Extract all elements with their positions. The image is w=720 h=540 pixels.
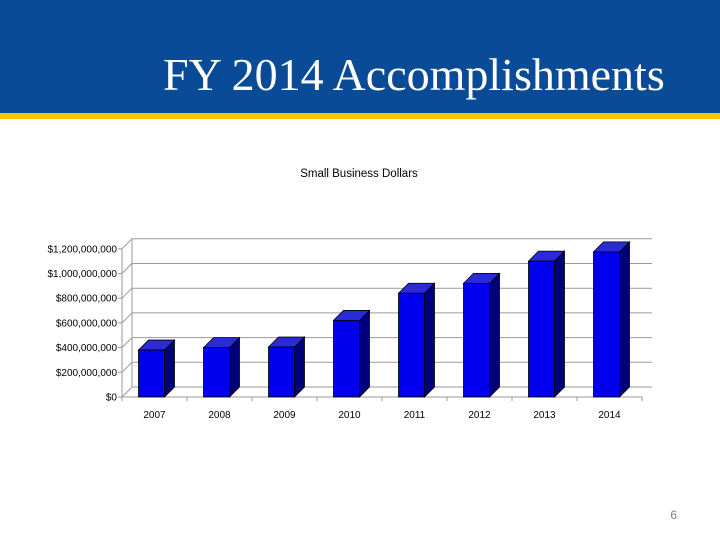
- bar-front: [138, 349, 165, 398]
- gridline: [121, 263, 652, 274]
- x-tick-label: 2008: [208, 410, 231, 421]
- floor-edge: [121, 386, 133, 398]
- y-tick-label: $1,000,000,000: [47, 269, 117, 280]
- y-axis-ticks: $0 $200,000,000 $400,000,000 $600,000,000 $8…: [47, 244, 122, 404]
- bar-2012: [462, 272, 501, 398]
- x-tick-label: 2010: [338, 410, 361, 421]
- bar-side: [359, 309, 370, 398]
- x-tick-label: 2011: [404, 410, 426, 421]
- header-banner: [0, 0, 720, 113]
- bar-side: [619, 240, 630, 398]
- bar-front: [268, 346, 295, 398]
- y-tick-label: $400,000,000: [56, 343, 118, 354]
- y-tick-label: $0: [106, 393, 118, 404]
- x-tick-label: 2012: [468, 410, 491, 421]
- bar-side: [489, 272, 500, 398]
- bar-2008: [202, 336, 241, 398]
- gridline: [121, 337, 652, 348]
- chart-bars: [137, 240, 631, 398]
- y-tick-label: $800,000,000: [56, 294, 118, 305]
- bar-2009: [267, 336, 306, 398]
- chart-grid: [121, 238, 652, 398]
- bar-2010: [332, 309, 371, 398]
- bar-side: [424, 282, 435, 398]
- gridline: [121, 312, 652, 324]
- gridline: [121, 238, 652, 250]
- x-axis-ticks: 2007 2008 2009 2010 2011 2012 2013 2014: [121, 397, 643, 421]
- bar-2014: [592, 240, 631, 398]
- gridline: [121, 361, 652, 373]
- gridline: [121, 287, 652, 299]
- bar-2013: [527, 250, 566, 398]
- x-tick-label: 2009: [273, 410, 296, 421]
- y-tick-label: $600,000,000: [56, 318, 118, 329]
- bar-front: [593, 251, 620, 398]
- bar-2011: [397, 282, 436, 398]
- chart-title: Small Business Dollars: [300, 168, 418, 180]
- bar-front: [463, 282, 490, 398]
- bar-side: [554, 250, 565, 398]
- bar-front: [203, 347, 230, 398]
- bar-2007: [137, 339, 176, 398]
- page-number: 6: [670, 508, 677, 522]
- x-tick-label: 2014: [598, 410, 621, 421]
- y-tick-label: $200,000,000: [56, 368, 118, 379]
- y-tick-label: $1,200,000,000: [47, 244, 117, 255]
- x-tick-label: 2013: [533, 410, 556, 421]
- bar-front: [333, 320, 360, 398]
- header-accent-stripe: [0, 113, 720, 119]
- bar-front: [398, 292, 425, 398]
- slide-title: FY 2014 Accomplishments: [163, 49, 665, 100]
- x-tick-label: 2007: [143, 410, 166, 421]
- bar-front: [528, 260, 555, 398]
